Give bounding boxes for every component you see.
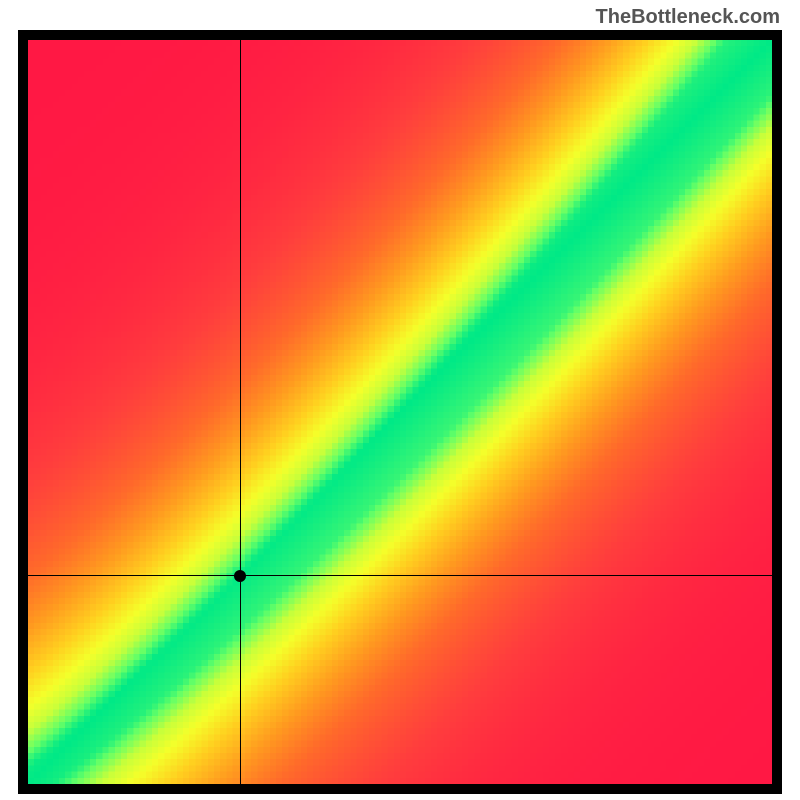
- heatmap-canvas: [28, 40, 772, 784]
- watermark-text: TheBottleneck.com: [596, 6, 780, 29]
- marker-dot: [234, 570, 246, 582]
- crosshair-horizontal: [28, 575, 772, 576]
- crosshair-vertical: [240, 40, 241, 784]
- plot-area: [18, 30, 782, 794]
